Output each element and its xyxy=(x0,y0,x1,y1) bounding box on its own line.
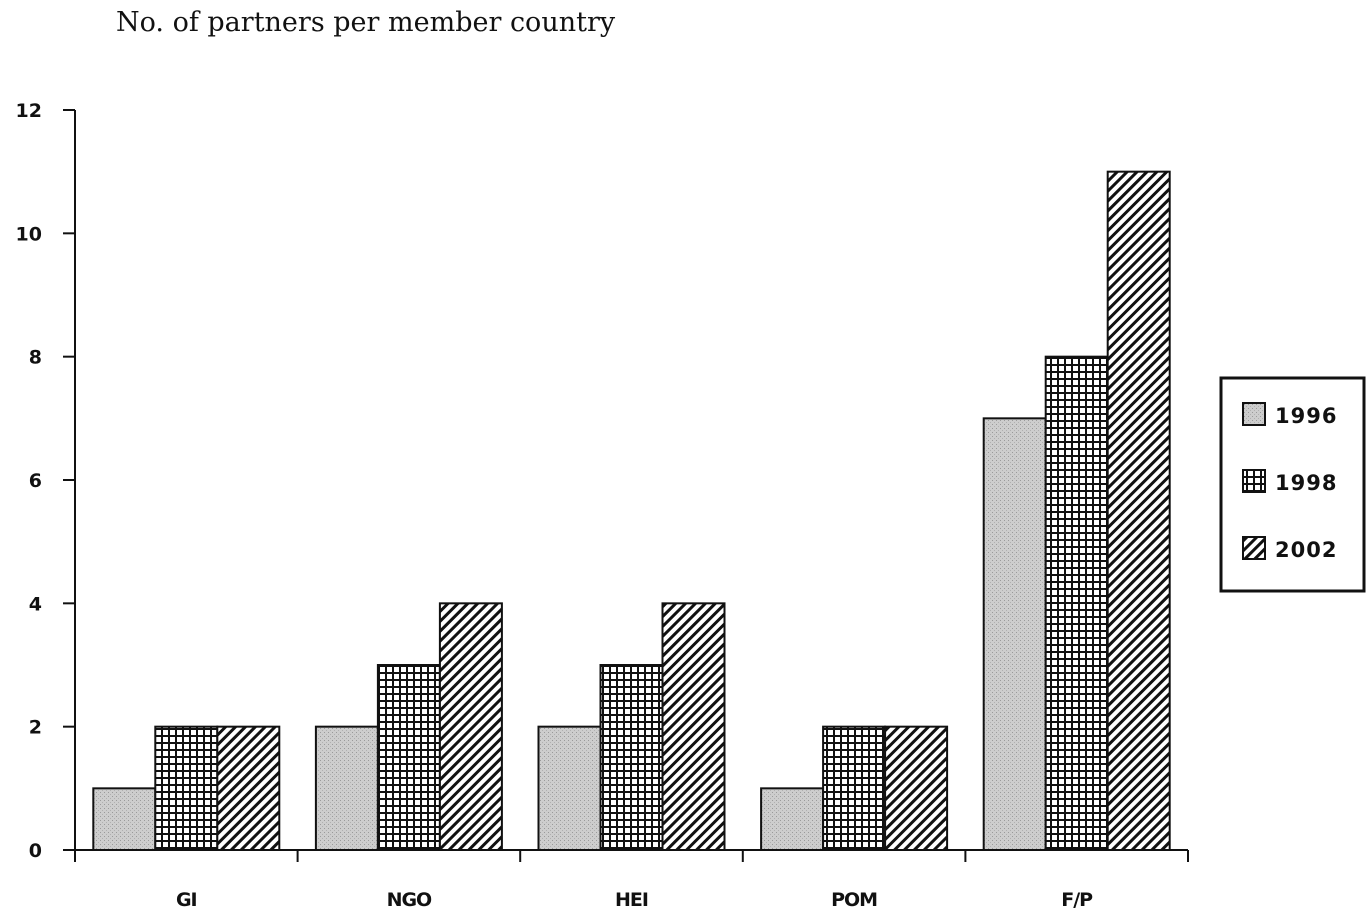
bar-2002-GI xyxy=(217,727,279,850)
y-tick-label: 8 xyxy=(29,347,42,369)
bar-2002-FP xyxy=(1108,172,1170,850)
bar-1998-GI xyxy=(155,727,217,850)
legend-swatch-2002 xyxy=(1243,537,1265,559)
bars xyxy=(93,172,1169,850)
legend-label-1998: 1998 xyxy=(1275,471,1337,495)
y-tick-label: 0 xyxy=(29,840,42,862)
bar-1998-NGO xyxy=(378,665,440,850)
bar-1996-NGO xyxy=(316,727,378,850)
legend-swatch-1996 xyxy=(1243,403,1265,425)
legend-label-2002: 2002 xyxy=(1275,538,1337,562)
x-category-label: GI xyxy=(176,889,197,911)
bar-1996-FP xyxy=(984,418,1046,850)
legend-swatch-1998 xyxy=(1243,470,1265,492)
bar-1996-HEI xyxy=(539,727,601,850)
bar-2002-POM xyxy=(885,727,947,850)
y-tick-label: 4 xyxy=(29,593,42,615)
x-category-label: POM xyxy=(831,889,877,911)
x-category-label: NGO xyxy=(387,889,432,911)
legend-label-1996: 1996 xyxy=(1275,404,1337,428)
bar-1998-HEI xyxy=(601,665,663,850)
x-category-label: HEI xyxy=(615,889,648,911)
bar-2002-HEI xyxy=(663,603,725,850)
y-tick-label: 6 xyxy=(29,470,42,492)
bar-1996-POM xyxy=(761,788,823,850)
bar-1996-GI xyxy=(93,788,155,850)
y-tick-label: 12 xyxy=(16,100,42,122)
y-ticks: 0 2 4 6 8 10 12 xyxy=(16,100,75,862)
bar-2002-NGO xyxy=(440,603,502,850)
bar-1998-FP xyxy=(1046,357,1108,850)
legend: 1996 1998 2002 xyxy=(1221,378,1364,591)
x-category-labels: GI NGO HEI POM F/P xyxy=(75,850,1188,911)
y-tick-label: 2 xyxy=(29,717,42,739)
x-category-label: F/P xyxy=(1061,889,1093,911)
y-tick-label: 10 xyxy=(16,223,42,245)
y-axis-title: No. of partners per member country xyxy=(116,7,616,38)
bar-1998-POM xyxy=(823,727,885,850)
